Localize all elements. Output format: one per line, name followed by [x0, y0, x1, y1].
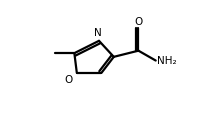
Text: N: N	[94, 28, 102, 38]
Text: NH₂: NH₂	[157, 56, 177, 66]
Text: O: O	[65, 75, 73, 85]
Text: O: O	[134, 17, 143, 27]
